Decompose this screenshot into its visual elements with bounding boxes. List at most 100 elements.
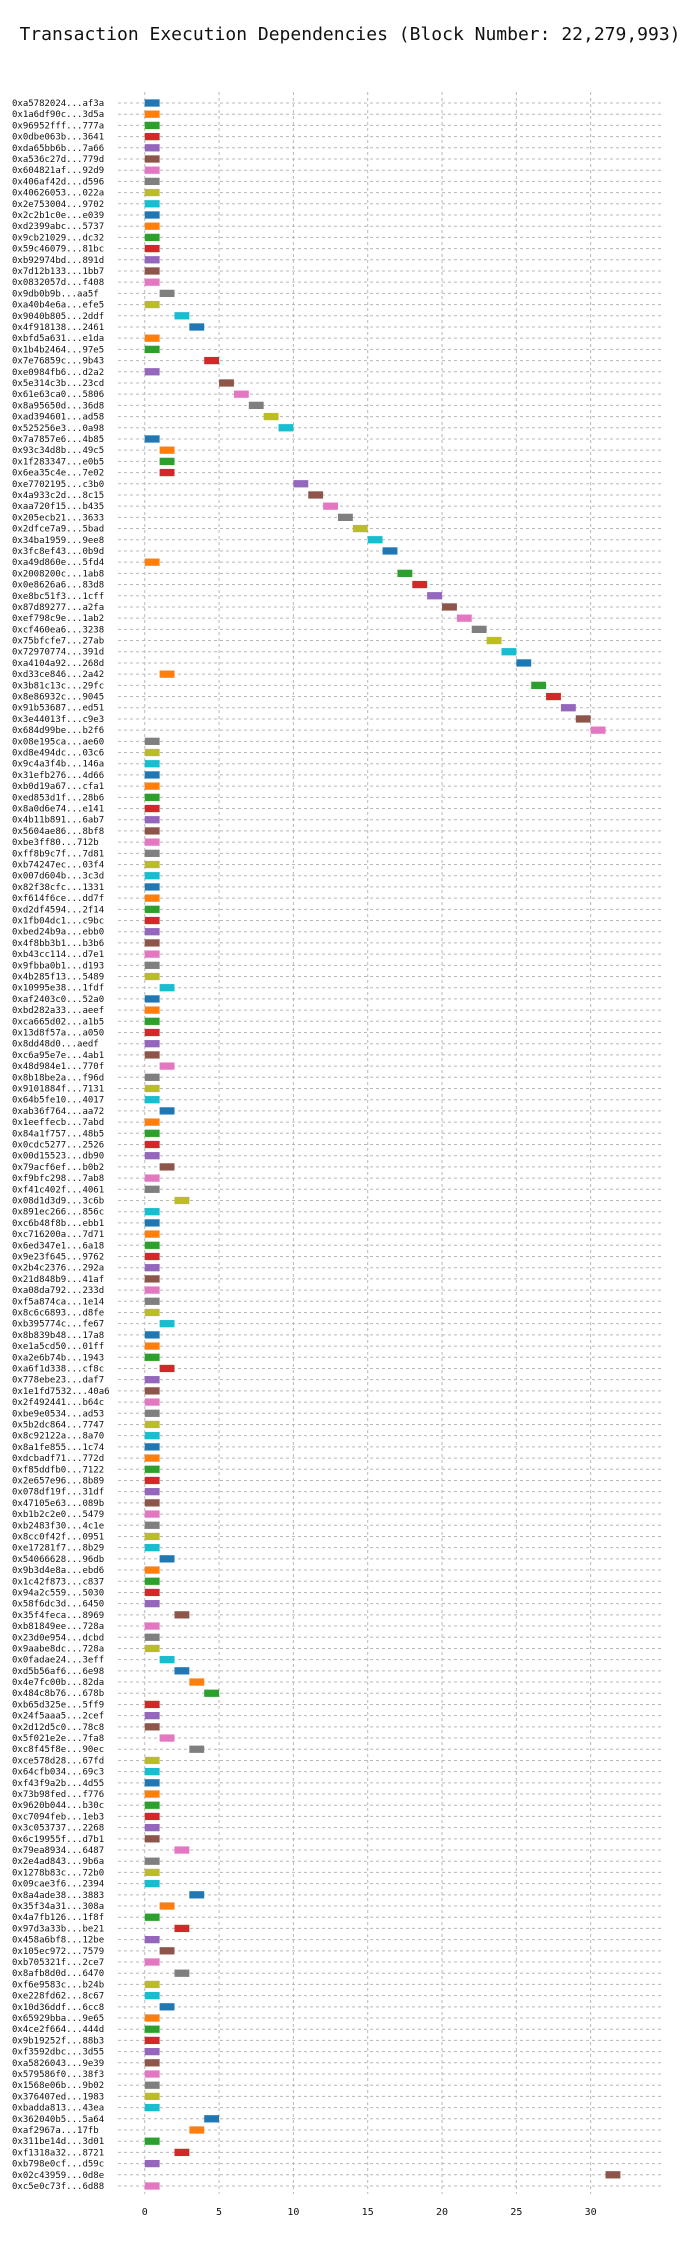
- dependency-bar: [323, 502, 338, 510]
- y-tick-label: 0xbadda813...43ea: [12, 2104, 104, 2114]
- y-tick-label: 0xb395774c...fe67: [12, 1320, 104, 1330]
- y-tick-label: 0xa536c27d...779d: [12, 155, 104, 165]
- y-tick-label: 0xc7094feb...1eb3: [12, 1812, 104, 1822]
- x-tick-label: 25: [510, 2207, 522, 2218]
- dependency-bar: [144, 928, 160, 936]
- y-tick-label: 0xa08da792...233d: [12, 1286, 104, 1296]
- dependency-bar: [144, 1084, 160, 1093]
- dependency-bar: [442, 603, 457, 611]
- dependency-bar: [144, 1342, 160, 1350]
- dependency-bar: [159, 1947, 175, 1955]
- y-tick-label: 0x8cc0f42f...0951: [12, 1532, 104, 1542]
- y-tick-label: 0x778ebe23...daf7: [12, 1376, 104, 1386]
- y-tick-label: 0x078df19f...31df: [12, 1488, 104, 1498]
- dependency-bar: [144, 782, 160, 790]
- y-tick-label: 0xe1a5cd50...01ff: [12, 1342, 104, 1352]
- y-tick-label: 0x1b4b2464...97e5: [12, 345, 104, 355]
- y-tick-label: 0x4b11b891...6ab7: [12, 816, 104, 826]
- dependency-bar: [144, 1723, 160, 1731]
- y-tick-label: 0x65929bba...9e65: [12, 2014, 104, 2024]
- dependency-bar: [144, 1208, 160, 1216]
- dependency-bar: [144, 1857, 160, 1865]
- y-tick-label: 0x579586f0...38f3: [12, 2070, 104, 2080]
- dependency-bar: [144, 2092, 160, 2101]
- dependency-bar: [144, 1790, 160, 1798]
- dependency-bar: [337, 513, 353, 521]
- dependency-bar: [144, 816, 160, 824]
- y-tick-label: 0x09cae3f6...2394: [12, 1880, 104, 1890]
- y-tick-label: 0x0e8626a6...83d8: [12, 581, 104, 591]
- dependency-bar: [189, 1678, 205, 1686]
- dependency-bar: [159, 1656, 175, 1664]
- dependency-bar: [144, 872, 160, 880]
- y-tick-label: 0xed853d1f...28b6: [12, 793, 104, 803]
- y-tick-label: 0x604821af...92d9: [12, 166, 104, 176]
- dependency-bar: [144, 1566, 160, 1574]
- y-tick-label: 0x9101884f...7131: [12, 1085, 104, 1095]
- dependency-bar: [144, 1633, 160, 1641]
- y-tick-label: 0x4a933c2d...8c15: [12, 491, 104, 501]
- y-tick-label: 0xaa720f15...b435: [12, 502, 104, 512]
- dependency-bar: [144, 1756, 160, 1765]
- dependency-bar: [144, 1174, 160, 1182]
- y-tick-label: 0xb705321f...2ce7: [12, 1958, 104, 1968]
- dependency-bar: [144, 233, 160, 242]
- dependency-bar: [144, 1420, 160, 1429]
- y-tick-label: 0xb81849ee...728a: [12, 1622, 104, 1632]
- dependency-bar: [144, 849, 160, 857]
- dependency-bar: [144, 1152, 160, 1160]
- dependency-bar: [546, 692, 561, 701]
- y-tick-label: 0x2c2b1c0e...e039: [12, 211, 104, 221]
- y-tick-label: 0x3fc8ef43...0b9d: [12, 547, 104, 557]
- y-tick-label: 0x79acf6ef...b0b2: [12, 1163, 104, 1173]
- dependency-bar: [144, 222, 160, 230]
- y-tick-label: 0x64cfb034...69c3: [12, 1768, 104, 1778]
- dependency-bar: [144, 2137, 160, 2145]
- dependency-bar: [144, 558, 160, 566]
- dependency-bar: [174, 1667, 190, 1675]
- dependency-bar: [144, 950, 160, 958]
- y-tick-label: 0x2e657e96...8b89: [12, 1476, 104, 1486]
- y-tick-label: 0x64b5fe10...4017: [12, 1096, 104, 1106]
- y-tick-label: 0xf3592dbc...3d55: [12, 2048, 104, 2058]
- y-tick-label: 0x7a7857e6...4b85: [12, 435, 104, 445]
- y-tick-label: 0xc716200a...7d71: [12, 1230, 104, 1240]
- y-tick-label: 0x0dbe063b...3641: [12, 133, 104, 143]
- dependency-bar: [144, 1588, 160, 1597]
- y-tick-label: 0x84a1f757...48b5: [12, 1129, 104, 1139]
- dependency-bar: [427, 592, 443, 600]
- y-tick-label: 0xbed24b9a...ebb0: [12, 928, 104, 938]
- dependency-bar: [144, 1073, 160, 1081]
- y-tick-label: 0x35f34a31...308a: [12, 1902, 104, 1912]
- dependency-bar: [144, 345, 160, 354]
- y-tick-label: 0x362040b5...5a64: [12, 2115, 104, 2125]
- y-tick-label: 0xe228fd62...8c67: [12, 1992, 104, 2002]
- dependency-bar: [144, 1779, 160, 1787]
- y-tick-label: 0x3b81c13c...29fc: [12, 681, 104, 691]
- y-tick-label: 0x7d12b133...1bb7: [12, 267, 104, 277]
- dependency-bar: [144, 1275, 160, 1283]
- dependency-bar: [233, 390, 249, 398]
- dependency-bar: [144, 2159, 160, 2168]
- chart-title: Transaction Execution Dependencies (Bloc…: [19, 24, 680, 45]
- y-tick-label: 0x35f4feca...8969: [12, 1611, 104, 1621]
- y-tick-label: 0x47105e63...089b: [12, 1499, 104, 1509]
- dependency-bar: [144, 177, 160, 186]
- dependency-bar: [501, 648, 517, 656]
- y-tick-label: 0xd5b56af6...6e98: [12, 1667, 104, 1677]
- y-tick-label: 0x54066628...96db: [12, 1555, 104, 1565]
- y-tick-label: 0x8b839b48...17a8: [12, 1331, 104, 1341]
- dependency-bar: [144, 1488, 160, 1496]
- y-tick-label: 0xb43cc114...d7e1: [12, 950, 104, 960]
- dependency-bar: [471, 625, 487, 633]
- dependency-bar: [144, 1185, 160, 1193]
- y-tick-label: 0x9c4a3f4b...146a: [12, 760, 104, 770]
- dependency-bar: [308, 491, 324, 499]
- dependency-bar: [159, 468, 175, 477]
- dependency-bar: [144, 1443, 160, 1451]
- dependency-bar: [560, 704, 576, 712]
- dependency-bar: [144, 99, 160, 107]
- dependency-bar: [144, 1230, 160, 1238]
- dependency-bar: [144, 1499, 160, 1507]
- dependency-bar: [144, 1051, 160, 1059]
